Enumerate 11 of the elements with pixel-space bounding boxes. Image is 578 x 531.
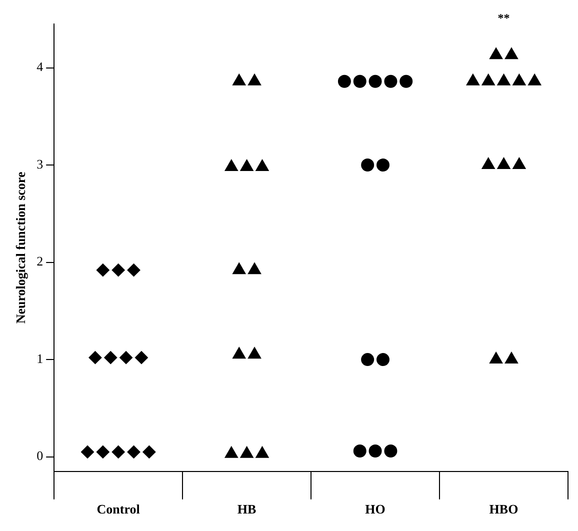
y-tick-label: 4 [36,59,44,74]
annotation: ** [498,11,510,25]
y-axis-title: Neurological function score [13,172,28,324]
y-tick-label: 0 [36,448,44,464]
y-tick-label: 2 [36,254,44,269]
y-tick-label: 1 [36,350,44,366]
x-tick-label: HB [237,502,257,517]
x-tick-label: Control [96,502,140,517]
y-tick-label: 3 [36,156,44,172]
x-tick-label: HO [365,502,386,517]
x-tick-label: HBO [489,502,518,517]
